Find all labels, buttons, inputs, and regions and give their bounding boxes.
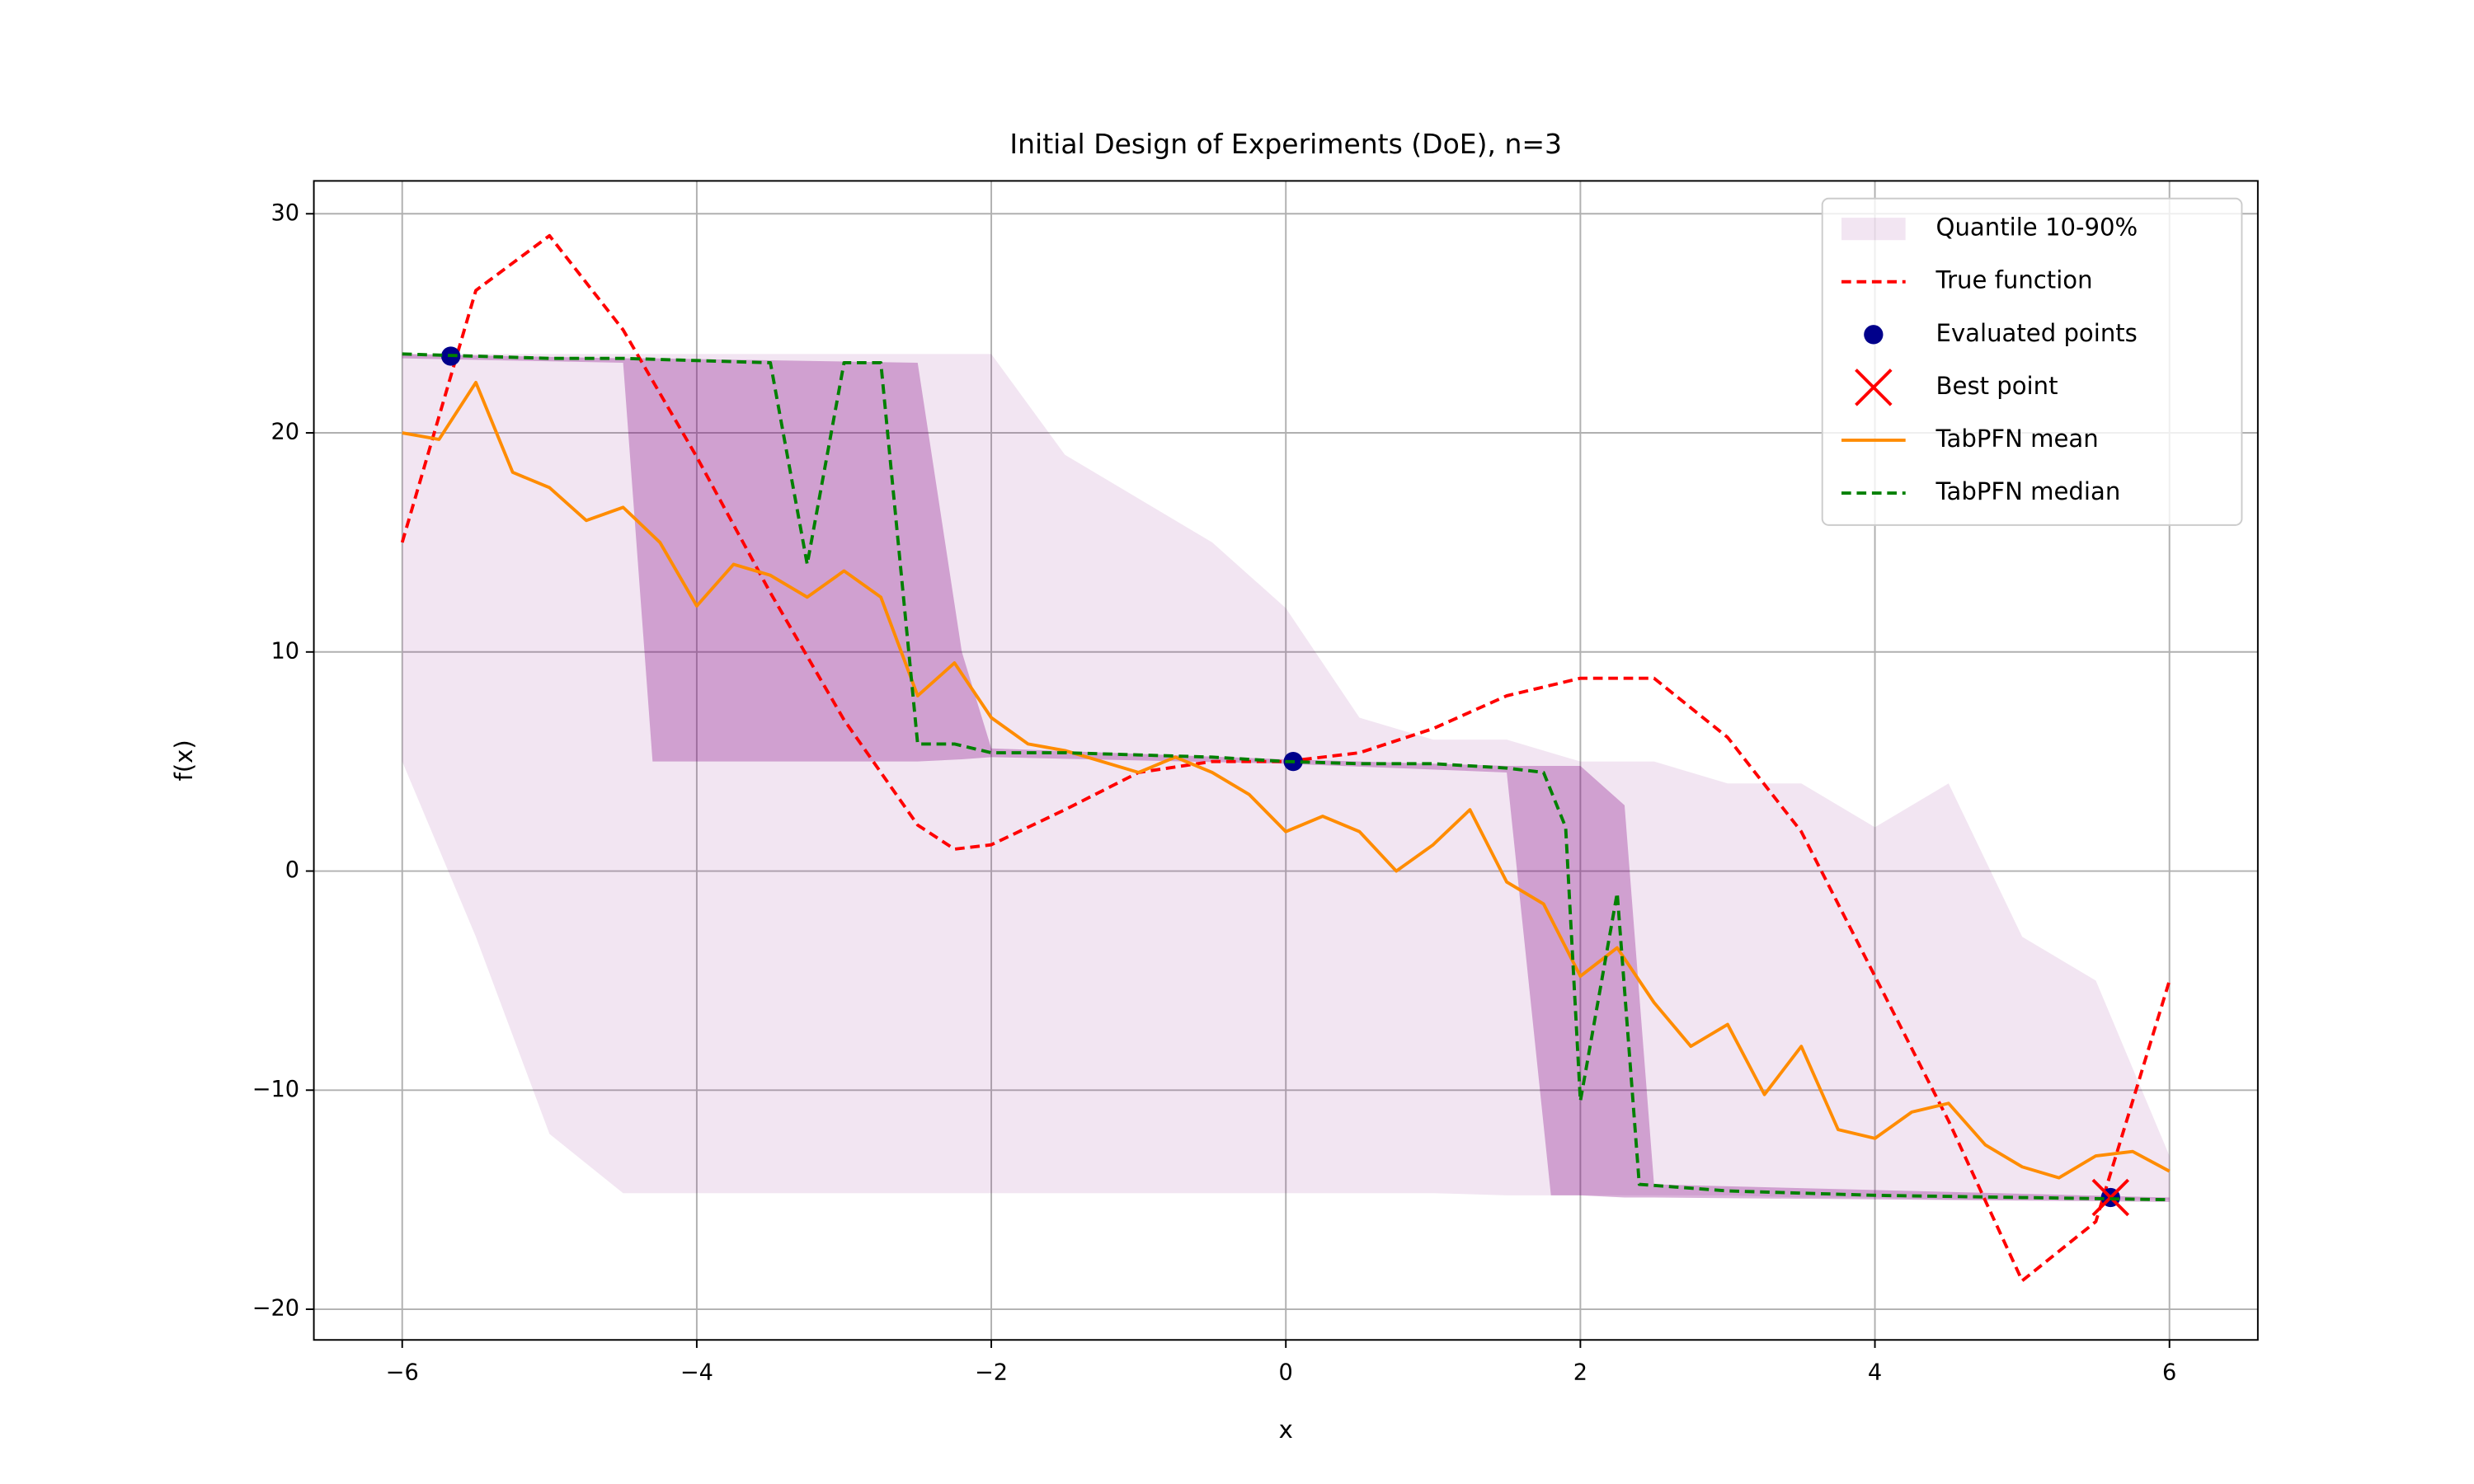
x-tick-label: 0 [1279,1360,1293,1386]
x-tick-label: 2 [1573,1360,1587,1386]
x-tick-label: 4 [1868,1360,1882,1386]
legend-label: TabPFN mean [1935,425,2099,453]
series-line [402,380,2171,1180]
legend-box [1821,197,2243,526]
series-line [400,233,2171,1283]
legend-swatch [1864,325,1884,345]
y-tick-label: 0 [285,857,299,883]
legend-swatch [1841,218,1906,241]
x-tick-label: −2 [975,1360,1008,1386]
legend: Quantile 10-90% True function Evaluated po… [1821,197,2243,526]
plot-area [400,233,2171,1283]
x-axis-label: x [1279,1416,1293,1444]
y-tick-label: 30 [271,200,300,226]
y-tick-label: 10 [271,638,300,664]
legend-label: TabPFN median [1935,477,2121,505]
legend-label: Evaluated points [1936,319,2138,347]
legend-label: Quantile 10-90% [1936,214,2138,242]
quantile-band [402,354,2170,1202]
series-line [402,352,2170,1202]
grid [313,181,2258,1341]
y-tick-label: −10 [252,1077,299,1102]
x-tick-label: −6 [386,1360,419,1386]
legend-swatch [1855,369,1893,406]
x-tick-label: 6 [2162,1360,2176,1386]
quantile-band [402,354,2170,1200]
x-tick-label: −4 [680,1360,713,1386]
y-tick-label: 20 [271,420,300,445]
legend-label: True function [1935,266,2093,294]
legend-label: Best point [1936,372,2058,400]
y-tick-label: −20 [252,1296,299,1322]
chart-title: Initial Design of Experiments (DoE), n=3 [1009,128,1562,160]
y-axis-label: f(x) [170,740,198,781]
